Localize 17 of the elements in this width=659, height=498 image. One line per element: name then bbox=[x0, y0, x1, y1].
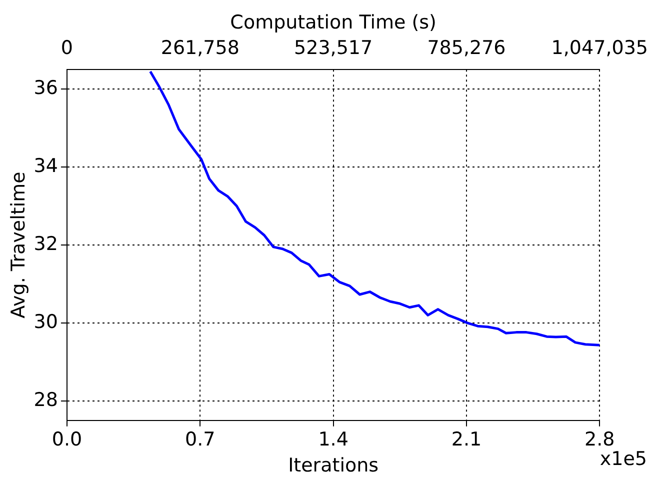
y-tick-label: 28 bbox=[34, 388, 58, 411]
x2-tick-label: 523,517 bbox=[294, 37, 373, 60]
x2-tick-label: 0 bbox=[60, 37, 74, 60]
x2-tick-label: 1,047,035 bbox=[551, 37, 648, 60]
y-tick-label: 34 bbox=[34, 154, 58, 177]
x2-tick-label: 261,758 bbox=[160, 37, 240, 60]
x2-tick-label: 785,276 bbox=[427, 37, 506, 60]
y-tick-label: 36 bbox=[34, 77, 58, 100]
y-tick-label: 32 bbox=[34, 232, 58, 255]
x-tick-label: 0.7 bbox=[185, 428, 216, 451]
x2-axis-title: Computation Time (s) bbox=[230, 11, 436, 34]
y-axis-title: Avg. Traveltime bbox=[7, 172, 30, 318]
y-tick-label: 30 bbox=[34, 310, 58, 333]
x-tick-label: 2.1 bbox=[451, 428, 482, 451]
x-axis-title: Iterations bbox=[288, 454, 379, 477]
x-tick-label: 1.4 bbox=[318, 428, 348, 451]
x-tick-label: 0.0 bbox=[52, 428, 82, 451]
